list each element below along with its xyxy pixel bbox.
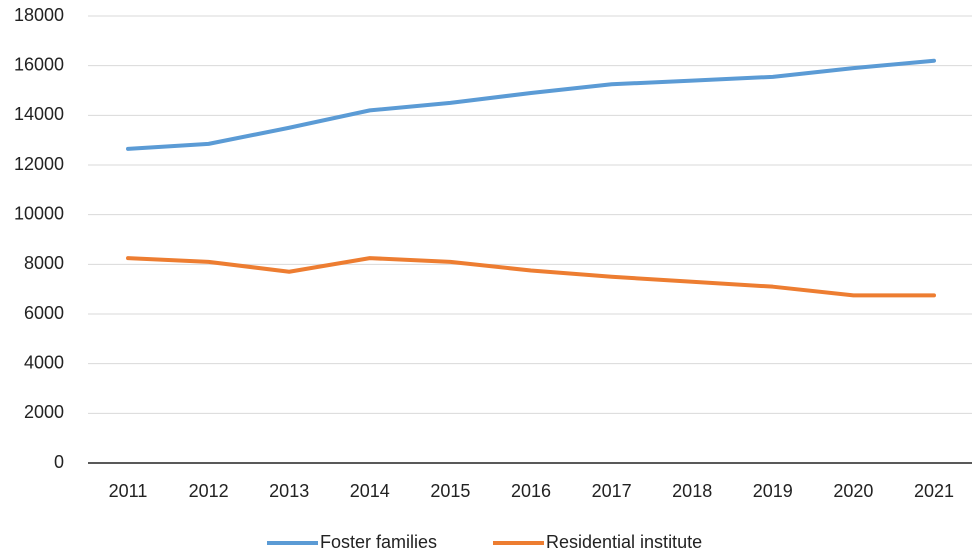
x-tick-label: 2015 xyxy=(430,481,470,501)
y-tick-label: 8000 xyxy=(24,253,64,273)
y-tick-label: 4000 xyxy=(24,352,64,372)
x-tick-label: 2018 xyxy=(672,481,712,501)
legend-label: Residential institute xyxy=(546,532,702,552)
y-tick-label: 10000 xyxy=(14,203,64,223)
x-tick-label: 2013 xyxy=(269,481,309,501)
y-tick-label: 14000 xyxy=(14,104,64,124)
y-tick-label: 18000 xyxy=(14,5,64,25)
x-tick-label: 2011 xyxy=(109,481,148,501)
y-tick-label: 6000 xyxy=(24,303,64,323)
series-line xyxy=(126,58,936,151)
x-tick-label: 2016 xyxy=(511,481,551,501)
series-line xyxy=(126,256,936,298)
x-tick-label: 2017 xyxy=(592,481,632,501)
legend-label: Foster families xyxy=(320,532,437,552)
y-tick-label: 16000 xyxy=(14,54,64,74)
x-tick-label: 2020 xyxy=(833,481,873,501)
y-tick-label: 0 xyxy=(54,452,64,472)
x-tick-label: 2012 xyxy=(189,481,229,501)
x-tick-label: 2019 xyxy=(753,481,793,501)
y-tick-label: 2000 xyxy=(24,402,64,422)
x-tick-label: 2021 xyxy=(914,481,954,501)
x-tick-label: 2014 xyxy=(350,481,390,501)
y-tick-label: 12000 xyxy=(14,154,64,174)
